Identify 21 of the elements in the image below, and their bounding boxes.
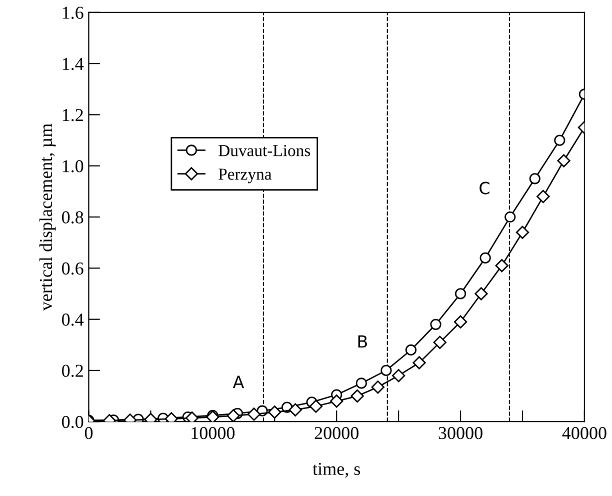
- y-axis-title: vertical displacement, µm: [39, 124, 56, 311]
- x-tick-label: 40000: [562, 426, 606, 440]
- y-tick-label: 0.2: [62, 364, 83, 377]
- y-tick-label: 1.4: [62, 58, 84, 70]
- x-tick-label: 30000: [438, 426, 482, 440]
- legend-label: Perzyna: [218, 168, 272, 184]
- annotation: A: [232, 376, 244, 388]
- annotation: C: [480, 182, 490, 194]
- legend-label: Duvaut-Lions: [218, 145, 310, 156]
- x-tick-label: 20000: [314, 426, 358, 440]
- x-tick-label: 0: [84, 426, 93, 440]
- y-tick-label: 0.8: [62, 211, 84, 224]
- y-tick-label: 1.2: [62, 109, 83, 122]
- y-tick-label: 1.6: [62, 6, 84, 19]
- y-tick-label: 0.0: [62, 416, 84, 428]
- x-axis-title: time, s: [312, 462, 360, 478]
- y-tick-label: 0.4: [62, 314, 84, 326]
- annotation: B: [358, 335, 367, 348]
- x-tick-label: 10000: [192, 426, 235, 440]
- y-tick-label: 1.0: [62, 160, 84, 172]
- y-tick-label: 0.6: [62, 262, 84, 275]
